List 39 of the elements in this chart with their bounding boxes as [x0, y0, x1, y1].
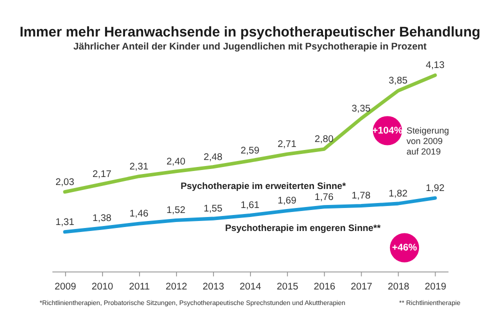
data-label: 1,78	[352, 190, 370, 202]
data-label: 1,61	[240, 200, 260, 212]
annotation: Steigerung von 2009 auf 2019	[406, 125, 450, 156]
data-label: 2,71	[278, 139, 296, 150]
data-label: 1,46	[130, 208, 148, 220]
data-label: 3,85	[388, 76, 408, 87]
data-label: 2,31	[130, 161, 148, 172]
x-tick-label: 2010	[92, 282, 114, 293]
text: +46%	[392, 242, 418, 254]
x-tick-label: 2011	[128, 282, 150, 293]
data-label: 1,76	[314, 192, 334, 203]
series-label: Psychotherapie im engeren Sinne**	[225, 223, 381, 234]
x-tick-label: 2012	[166, 282, 188, 293]
data-label: 2,17	[92, 169, 112, 180]
x-tick-label: 2014	[240, 282, 262, 293]
x-tick-label: 2009	[54, 282, 76, 293]
x-tick-label: 2018	[388, 282, 410, 293]
data-label: 1,92	[426, 182, 445, 194]
x-tick-label: 2017	[350, 282, 372, 293]
data-label: 4,13	[426, 60, 445, 72]
series-label: Psychotherapie im erweiterten Sinne*	[180, 180, 346, 191]
data-label: 1,55	[204, 204, 222, 215]
data-label: 1,69	[278, 196, 296, 207]
data-label: 2,59	[240, 146, 260, 157]
data-label: 1,38	[92, 212, 112, 224]
x-tick-label: 2016	[314, 282, 336, 293]
chart-title: Immer mehr Heranwachsende in psychotherapeutischer Behandlung	[20, 23, 480, 40]
x-tick-label: 2013	[202, 282, 224, 293]
data-label: 1,52	[166, 205, 186, 216]
data-label: 2,40	[166, 156, 186, 168]
data-label: 3,35	[352, 104, 370, 115]
chart-subtitle: Jährlicher Anteil der Kinder und Jugendlichen mit Psychotherapie in Prozent	[73, 42, 428, 53]
x-tick-label: 2019	[424, 282, 446, 293]
data-label: 1,82	[388, 188, 408, 200]
data-label: 1,31	[55, 216, 74, 228]
data-label: 2,48	[204, 152, 222, 163]
data-label: 2,80	[314, 134, 334, 146]
x-tick-label: 2015	[276, 282, 298, 293]
data-label: 2,03	[55, 176, 74, 188]
